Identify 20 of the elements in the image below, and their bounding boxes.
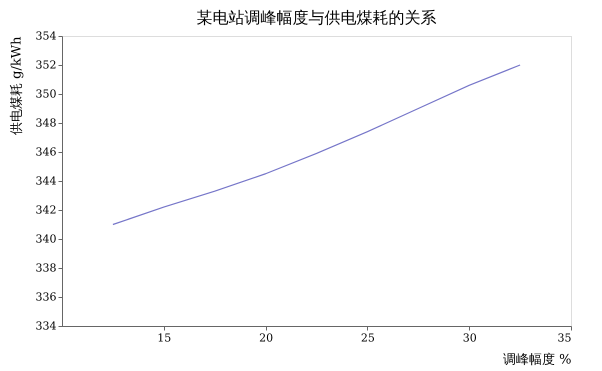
- y-tick-label: 350: [36, 88, 56, 100]
- line-series: [112, 64, 521, 226]
- y-tick-label: 352: [36, 58, 56, 72]
- x-tick-label: 30: [462, 332, 477, 344]
- y-tick-label: 354: [36, 30, 56, 42]
- chart-title: 某电站调峰幅度与供电煤耗的关系: [196, 8, 436, 27]
- y-tick-label: 342: [36, 204, 56, 216]
- x-tick-label: 15: [157, 332, 172, 344]
- y-tick-label: 344: [36, 174, 56, 188]
- y-tick-label: 348: [36, 116, 56, 130]
- x-tick-label: 25: [360, 332, 375, 344]
- y-tick-label: 336: [36, 290, 56, 304]
- y-tick-label: 334: [36, 320, 56, 332]
- y-axis-title: 供电煤耗 g/kWh: [10, 36, 25, 135]
- y-tick-label: 340: [36, 232, 56, 246]
- x-tick-label: 20: [259, 332, 274, 344]
- y-tick-label: 346: [36, 146, 56, 158]
- y-tick-label: 338: [36, 262, 56, 274]
- x-tick-label: 35: [558, 332, 572, 344]
- x-axis-title: 调峰幅度 %: [503, 352, 572, 368]
